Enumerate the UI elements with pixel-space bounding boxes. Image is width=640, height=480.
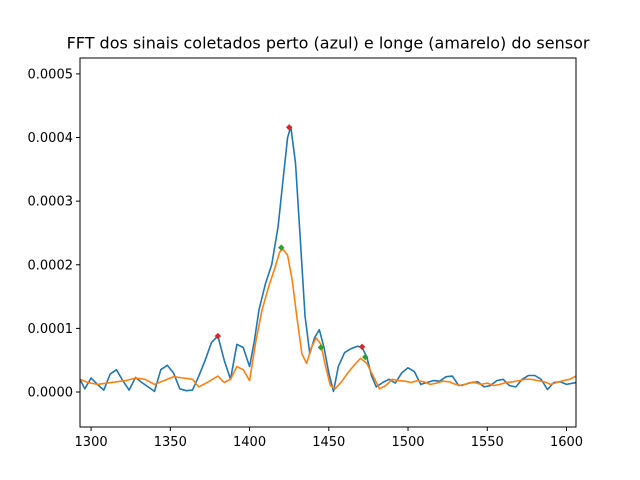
peak-marker-0 (214, 332, 222, 340)
y-tick-label: 0.0004 (28, 131, 74, 146)
y-tick-label: 0.0002 (28, 258, 74, 273)
y-tick-label: 0.0003 (28, 195, 74, 210)
y-tick-label: 0.0001 (28, 322, 74, 337)
y-axis: 0.0000 0.0001 0.0002 0.0003 0.0004 0.0005 (28, 67, 80, 401)
series-line-0 (80, 125, 576, 393)
y-tick-label: 0.0005 (28, 67, 74, 82)
x-tick-label: 1400 (233, 435, 266, 450)
chart-title: FFT dos sinais coletados perto (azul) e … (67, 34, 590, 53)
x-tick-label: 1450 (312, 435, 345, 450)
peak-marker-4 (317, 344, 325, 351)
x-axis: 1300 1350 1400 1450 1500 1550 1600 (75, 427, 583, 450)
axes-frame (79, 57, 577, 428)
peak-marker-5 (362, 353, 369, 361)
peak-markers (214, 124, 369, 361)
series-layer (80, 125, 576, 393)
peak-marker-3 (278, 244, 285, 251)
x-tick-label: 1500 (391, 435, 424, 450)
series-line-1 (80, 248, 576, 390)
peak-marker-1 (285, 124, 293, 131)
x-tick-label: 1550 (471, 435, 504, 450)
plot-area (80, 124, 576, 393)
x-tick-label: 1600 (550, 435, 583, 450)
y-tick-label: 0.0000 (28, 386, 74, 401)
x-tick-label: 1350 (154, 435, 187, 450)
x-tick-label: 1300 (75, 435, 108, 450)
peak-marker-2 (358, 343, 366, 351)
